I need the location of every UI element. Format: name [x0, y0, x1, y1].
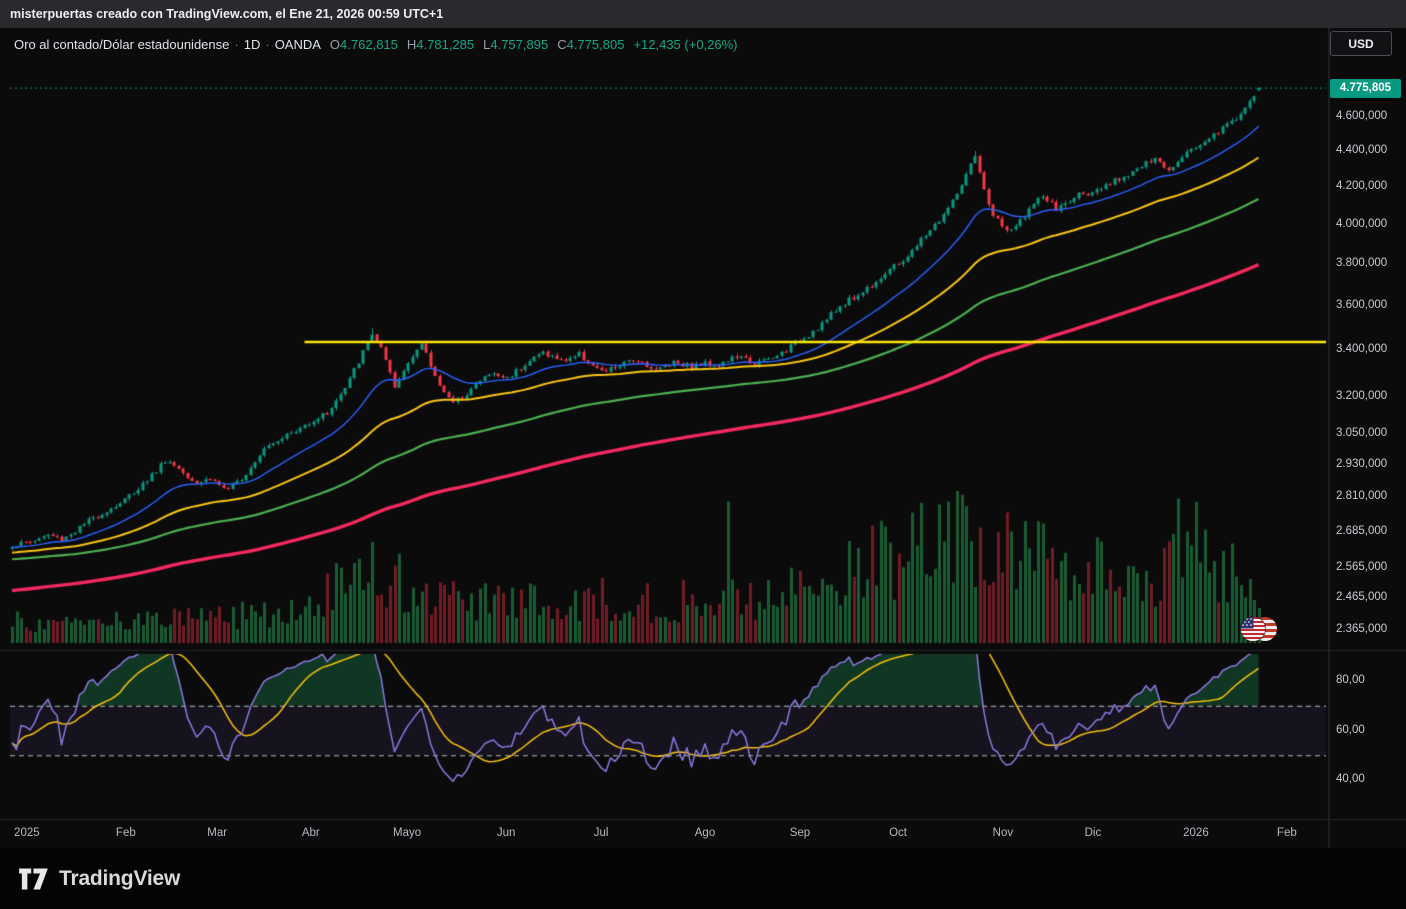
- rsi-tick-label: 40,00: [1336, 773, 1365, 785]
- price-tick-label: 4.400,000: [1336, 144, 1388, 157]
- price-tick-label: 3.600,000: [1336, 299, 1388, 312]
- time-axis-label: Feb: [1276, 827, 1297, 839]
- watermark-bar: misterpuertas creado con TradingView.com…: [0, 0, 1406, 28]
- close-value: 4.775,805: [566, 37, 625, 52]
- high-value: 4.781,285: [416, 37, 475, 52]
- time-axis-label: Ago: [694, 827, 716, 839]
- price-tick-label: 2.365,000: [1336, 623, 1388, 636]
- legend-separator: ·: [234, 37, 239, 52]
- symbol-title[interactable]: Oro al contado/Dólar estadounidense: [14, 37, 230, 52]
- price-tick-label: 2.930,000: [1336, 457, 1388, 470]
- time-axis-label: Mayo: [393, 827, 422, 839]
- close-label: C: [557, 37, 567, 52]
- time-axis-label: Mar: [207, 827, 228, 839]
- change-value: +12,435 (+0,26%): [633, 37, 738, 52]
- time-scale[interactable]: 2025 Feb Mar Abr Mayo Jun Jul Ago Sep Oct Nov Dic 20…: [0, 820, 1329, 848]
- symbol-legend[interactable]: Oro al contado/Dólar estadounidense · 1D…: [14, 37, 738, 52]
- open-value: 4.762,815: [340, 37, 398, 52]
- price-tick-label: 3.800,000: [1336, 257, 1388, 270]
- last-price-label: 4.775,805: [1330, 78, 1401, 98]
- price-tick-label: 4.000,000: [1336, 217, 1388, 230]
- rsi-tick-label: 60,00: [1336, 723, 1365, 736]
- currency-button[interactable]: USD: [1330, 31, 1392, 56]
- us-flag-icon: [1240, 615, 1278, 648]
- price-tick-label: 2.565,000: [1336, 560, 1388, 573]
- time-axis-label: 2026: [1183, 827, 1209, 839]
- time-axis-label: Oct: [889, 827, 907, 839]
- time-axis-label: Jun: [496, 827, 516, 839]
- time-axis-label: Dic: [1084, 827, 1102, 839]
- low-value: 4.757,895: [490, 37, 549, 52]
- exchange-label[interactable]: OANDA: [274, 37, 321, 52]
- high-label: H: [406, 37, 417, 52]
- time-axis-label: Jul: [593, 827, 609, 839]
- time-axis-label: Nov: [992, 827, 1014, 839]
- low-label: L: [483, 37, 491, 52]
- time-axis-label: 2025: [14, 827, 40, 839]
- time-axis-label: Feb: [115, 827, 136, 839]
- time-axis-label: Sep: [789, 827, 811, 839]
- price-tick-label: 4.200,000: [1336, 180, 1388, 193]
- time-axis-label: Abr: [301, 827, 320, 839]
- open-label: O: [329, 37, 341, 52]
- legend-separator: ·: [265, 37, 270, 52]
- price-tick-label: 2.810,000: [1336, 490, 1388, 503]
- price-tick-label: 4.600,000: [1336, 110, 1388, 122]
- tradingview-logo[interactable]: [18, 867, 50, 891]
- interval-label[interactable]: 1D: [243, 37, 261, 52]
- price-tick-label: 2.685,000: [1336, 525, 1388, 538]
- price-scale[interactable]: 4.600,000 4.400,000 4.200,000 4.000,000 3.80…: [1329, 28, 1406, 848]
- watermark-text: misterpuertas creado con TradingView.com…: [10, 7, 444, 21]
- price-tick-label: 3.200,000: [1336, 389, 1388, 402]
- footer-bar: TradingView: [0, 848, 1406, 909]
- rsi-tick-label: 80,00: [1336, 674, 1365, 686]
- tradingview-wordmark[interactable]: TradingView: [59, 866, 181, 890]
- price-tick-label: 3.400,000: [1336, 343, 1388, 356]
- price-tick-label: 2.465,000: [1336, 591, 1388, 604]
- price-tick-label: 3.050,000: [1336, 426, 1388, 439]
